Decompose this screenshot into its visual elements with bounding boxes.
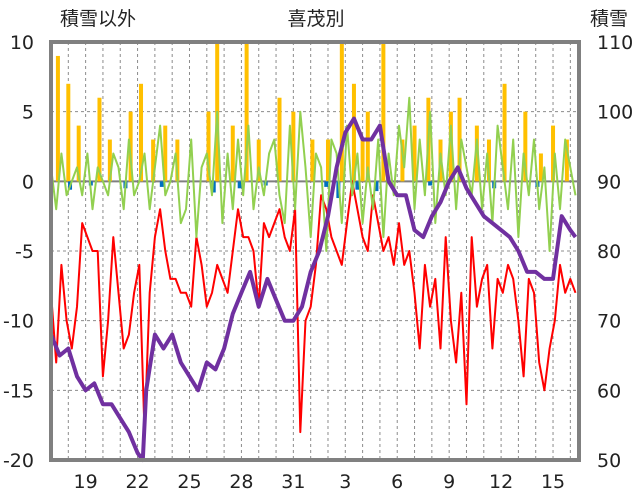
bar — [107, 139, 112, 182]
bar — [206, 111, 211, 182]
right-tick-label: 60 — [597, 380, 621, 402]
bar — [448, 111, 453, 182]
bar — [474, 125, 479, 182]
bar — [291, 111, 296, 182]
left-tick-label: -10 — [3, 311, 34, 333]
left-tick-label: -20 — [3, 450, 34, 472]
bar — [339, 42, 344, 182]
bar — [324, 181, 329, 187]
right-tick-label: 70 — [597, 311, 621, 333]
bar — [175, 139, 180, 182]
bar-series — [55, 42, 569, 199]
bar — [256, 139, 261, 182]
x-tick-label: 3 — [339, 471, 351, 493]
bar — [355, 181, 360, 190]
bar — [97, 97, 102, 182]
bar — [381, 42, 386, 182]
bar — [230, 125, 235, 182]
x-tick-label: 22 — [125, 471, 149, 493]
x-tick-label: 15 — [541, 471, 565, 493]
x-tick-label: 12 — [489, 471, 513, 493]
bar — [159, 181, 164, 187]
bar — [310, 139, 315, 182]
chart-title: 喜茂別 — [287, 8, 344, 30]
bar — [66, 83, 71, 182]
right-tick-label: 110 — [597, 32, 633, 54]
left-tick-label: 5 — [22, 102, 34, 124]
right-tick-label: 50 — [597, 450, 621, 472]
x-tick-label: 25 — [177, 471, 201, 493]
bar — [163, 125, 168, 182]
right-tick-label: 80 — [597, 241, 621, 263]
series-line-2 — [50, 96, 577, 252]
bar — [523, 111, 528, 182]
bar — [128, 111, 133, 182]
bar — [151, 139, 156, 182]
bar — [374, 181, 379, 192]
bar — [55, 55, 60, 182]
left-tick-label: -5 — [15, 241, 34, 263]
x-tick-label: 6 — [391, 471, 403, 493]
bar — [211, 181, 216, 193]
bar — [360, 139, 365, 182]
bar — [244, 42, 249, 182]
left-axis-label: 積雪以外 — [60, 8, 136, 30]
x-tick-label: 28 — [229, 471, 253, 493]
plot-frame — [49, 40, 581, 462]
right-axis-label: 積雪 — [590, 8, 628, 30]
bar — [564, 139, 569, 182]
x-tick-label: 19 — [74, 471, 98, 493]
bar — [351, 83, 356, 182]
bar — [486, 139, 491, 182]
bar — [76, 125, 81, 182]
series-line-1 — [50, 180, 577, 434]
left-tick-label: -15 — [3, 380, 34, 402]
bar — [325, 139, 330, 182]
x-tick-label: 9 — [443, 471, 455, 493]
right-tick-label: 90 — [597, 171, 621, 193]
bar — [365, 111, 370, 182]
x-tick-label: 31 — [281, 471, 305, 493]
bar — [139, 83, 144, 182]
bar — [277, 97, 282, 182]
series-line-3 — [49, 116, 578, 462]
line-series — [49, 96, 578, 462]
bar — [457, 97, 462, 182]
left-tick-label: 10 — [10, 32, 34, 54]
bar — [237, 181, 242, 189]
right-tick-label: 100 — [597, 102, 633, 124]
bar — [551, 125, 556, 182]
left-tick-label: 0 — [22, 171, 34, 193]
bar — [502, 83, 507, 182]
bar — [428, 181, 433, 186]
bar — [538, 153, 543, 182]
bar — [412, 125, 417, 182]
